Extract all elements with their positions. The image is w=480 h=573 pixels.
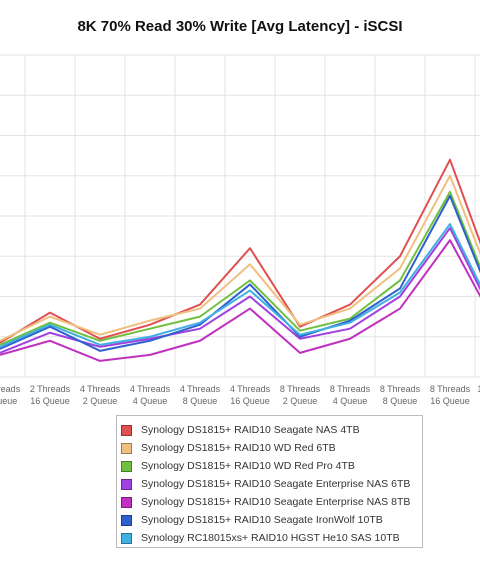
line-chart-plot: 2 Threads 8 Queue 2 Threads 16 Queue 4 Threa… <box>0 54 480 406</box>
x-tick-label: 4 Threads <box>230 384 271 394</box>
legend-label: Synology DS1815+ RAID10 Seagate Enterpri… <box>141 496 411 508</box>
legend-entry-5[interactable]: Synology DS1815+ RAID10 Seagate Enterpri… <box>121 493 422 511</box>
legend-swatch <box>121 460 132 472</box>
x-tick-label: 4 Queue <box>333 396 368 406</box>
legend-swatch <box>121 532 132 544</box>
x-tick-label: 8 Queue <box>183 396 218 406</box>
legend-label: Synology DS1815+ RAID10 WD Red Pro 4TB <box>141 460 355 472</box>
legend-entry-7[interactable]: Synology RC18015xs+ RAID10 HGST He10 SAS… <box>121 529 422 547</box>
legend-swatch <box>121 496 132 508</box>
x-tick-label: 8 Threads <box>380 384 421 394</box>
series-line-3 <box>0 190 480 346</box>
series-line-5 <box>0 239 480 362</box>
x-tick-label: 8 Threads <box>280 384 321 394</box>
series-line-2 <box>0 174 480 342</box>
legend-label: Synology DS1815+ RAID10 Seagate IronWolf… <box>141 514 383 526</box>
legend-entry-4[interactable]: Synology DS1815+ RAID10 Seagate Enterpri… <box>121 475 422 493</box>
legend-label: Synology RC18015xs+ RAID10 HGST He10 SAS… <box>141 532 400 544</box>
series-line-6 <box>0 194 480 352</box>
x-tick-label: 4 Threads <box>180 384 221 394</box>
legend-label: Synology DS1815+ RAID10 Seagate Enterpri… <box>141 478 411 490</box>
x-tick-label: 2 Queue <box>83 396 118 406</box>
x-tick-label: 16 Threads <box>477 384 480 394</box>
grid-lines <box>0 54 480 378</box>
series-lines <box>0 158 480 362</box>
x-tick-label: 4 Threads <box>80 384 121 394</box>
x-tick-label: 8 Queue <box>383 396 418 406</box>
legend-entry-2[interactable]: Synology DS1815+ RAID10 WD Red 6TB <box>121 439 422 457</box>
legend-entry-3[interactable]: Synology DS1815+ RAID10 WD Red Pro 4TB <box>121 457 422 475</box>
chart-title: 8K 70% Read 30% Write [Avg Latency] - iS… <box>77 18 403 35</box>
legend-entry-6[interactable]: Synology DS1815+ RAID10 Seagate IronWolf… <box>121 511 422 529</box>
x-tick-label: 2 Threads <box>0 384 21 394</box>
legend-entry-1[interactable]: Synology DS1815+ RAID10 Seagate NAS 4TB <box>121 421 422 439</box>
series-line-1 <box>0 158 480 344</box>
legend-label: Synology DS1815+ RAID10 WD Red 6TB <box>141 442 336 454</box>
x-tick-labels: 2 Threads 8 Queue 2 Threads 16 Queue 4 Threa… <box>0 384 480 406</box>
legend-swatch <box>121 514 132 526</box>
x-tick-label: 16 Queue <box>30 396 70 406</box>
x-tick-label: 4 Threads <box>130 384 171 394</box>
x-tick-label: 8 Queue <box>0 396 17 406</box>
x-tick-label: 4 Queue <box>133 396 168 406</box>
legend-label: Synology DS1815+ RAID10 Seagate NAS 4TB <box>141 424 360 436</box>
x-tick-label: 2 Threads <box>30 384 71 394</box>
legend-swatch <box>121 424 132 436</box>
x-tick-label: 8 Threads <box>330 384 371 394</box>
chart-legend: Synology DS1815+ RAID10 Seagate NAS 4TB S… <box>116 415 423 548</box>
series-line-7 <box>0 223 480 348</box>
legend-swatch <box>121 478 132 490</box>
legend-swatch <box>121 442 132 454</box>
x-tick-label: 8 Threads <box>430 384 471 394</box>
x-tick-label: 2 Queue <box>283 396 318 406</box>
x-tick-label: 16 Queue <box>230 396 270 406</box>
x-tick-label: 16 Queue <box>430 396 470 406</box>
